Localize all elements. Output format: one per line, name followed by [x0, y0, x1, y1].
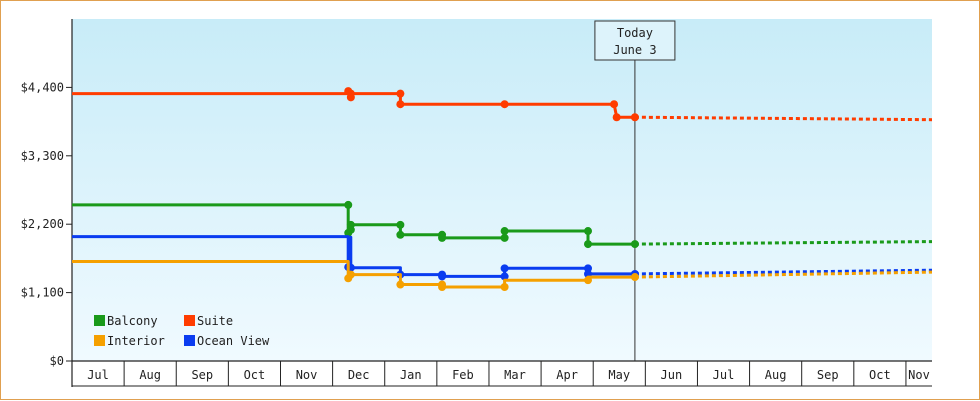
legend-swatch-balcony — [94, 315, 105, 326]
legend-swatch-ocean-view — [184, 335, 195, 346]
plot-area — [72, 19, 932, 361]
x-tick-label: Jul — [87, 368, 109, 382]
data-point-interior — [500, 283, 509, 292]
data-point-suite — [610, 100, 619, 109]
x-tick-label: Jun — [661, 368, 683, 382]
x-tick-label: Aug — [765, 368, 787, 382]
y-tick-label: $0 — [50, 354, 64, 368]
legend-swatch-suite — [184, 315, 195, 326]
today-label: Today — [617, 26, 653, 40]
x-tick-label: Feb — [452, 368, 474, 382]
legend-label-ocean-view: Ocean View — [197, 334, 270, 348]
legend: Balcony Suite Interior Ocean View — [94, 314, 270, 348]
data-point-balcony — [500, 227, 509, 236]
x-tick-label: Aug — [139, 368, 161, 382]
x-tick-label: Sep — [191, 368, 213, 382]
data-point-interior — [346, 270, 355, 279]
x-tick-label: Nov — [908, 368, 930, 382]
y-tick-label: $3,300 — [21, 149, 64, 163]
data-point-interior — [584, 276, 592, 285]
series-balcony — [72, 200, 933, 249]
data-point-ocean-view — [500, 272, 509, 281]
legend-swatch-interior — [94, 335, 105, 346]
y-tick-label: $1,100 — [21, 286, 64, 300]
x-tick-label: Apr — [556, 368, 578, 382]
data-point-ocean-view — [584, 264, 592, 273]
data-point-balcony — [396, 220, 405, 229]
x-tick-label: Dec — [348, 368, 370, 382]
x-tick-label: Sep — [817, 368, 839, 382]
y-tick-label: $4,400 — [21, 80, 64, 94]
series-interior — [72, 260, 933, 292]
data-point-interior — [396, 280, 405, 289]
data-point-balcony — [630, 240, 639, 249]
data-point-balcony — [396, 230, 405, 239]
data-point-interior — [630, 273, 639, 282]
data-point-balcony — [438, 233, 447, 242]
data-point-balcony — [344, 200, 353, 209]
x-tick-label: Jan — [400, 368, 422, 382]
data-point-balcony — [584, 227, 592, 236]
axes: $0 $1,100 $2,200 $3,300 $4,400 Jul Aug Sep Oct No… — [21, 19, 932, 387]
x-tick-label: Mar — [504, 368, 526, 382]
forecast-line-balcony — [634, 240, 933, 246]
data-point-suite — [612, 113, 621, 122]
y-tick-label: $2,200 — [21, 217, 64, 231]
data-point-suite — [500, 100, 509, 109]
data-point-balcony — [584, 240, 592, 249]
today-box — [594, 20, 676, 61]
legend-label-suite: Suite — [197, 314, 233, 328]
forecast-line-ocean-view — [634, 268, 933, 276]
forecast-line-interior — [634, 270, 933, 279]
data-point-balcony — [346, 220, 355, 229]
data-point-suite — [396, 100, 405, 109]
x-tick-label: Oct — [244, 368, 266, 382]
data-point-suite — [396, 89, 405, 98]
legend-label-balcony: Balcony — [107, 314, 158, 328]
series-suite — [72, 87, 933, 122]
data-point-interior — [438, 283, 447, 292]
legend-label-interior: Interior — [107, 334, 165, 348]
forecast-line-suite — [634, 115, 933, 122]
x-tick-label: Oct — [869, 368, 891, 382]
data-point-balcony — [500, 233, 509, 242]
data-point-ocean-view — [438, 272, 447, 281]
data-point-suite — [630, 113, 639, 122]
series-layer — [72, 87, 933, 292]
x-tick-label: Nov — [296, 368, 318, 382]
x-tick-label: Jul — [713, 368, 735, 382]
today-marker: Today June 3 — [594, 20, 676, 361]
x-tick-label: May — [608, 368, 630, 382]
today-date-label: June 3 — [613, 43, 656, 57]
data-point-ocean-view — [500, 264, 509, 273]
data-point-suite — [346, 89, 355, 98]
